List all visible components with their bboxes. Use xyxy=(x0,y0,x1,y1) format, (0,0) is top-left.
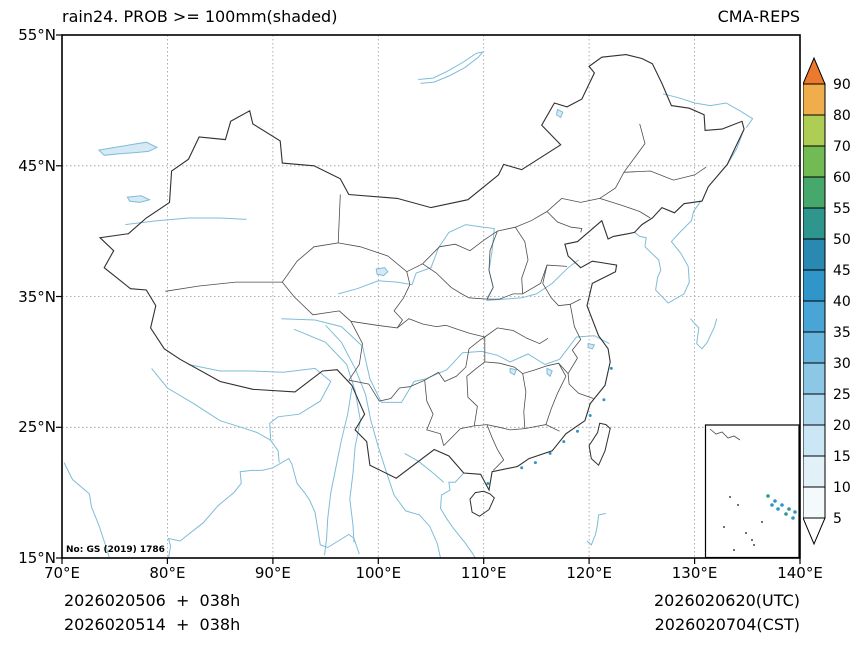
colorbar-svg: 90 80 70 60 55 50 45 40 35 30 25 20 15 10 5 xyxy=(802,56,851,546)
lon-tick-label: 140°E xyxy=(777,564,823,582)
colorbar-segment xyxy=(802,207,826,240)
colorbar-tick-label: 90 xyxy=(833,77,851,93)
colorbar-tick-label: 80 xyxy=(833,108,851,124)
colorbar-segment xyxy=(802,455,826,488)
lon-tick-label: 80°E xyxy=(149,564,186,582)
province-boundaries xyxy=(165,123,707,471)
colorbar-segment xyxy=(802,176,826,209)
colorbar-tick-label: 25 xyxy=(833,387,851,403)
lon-tick-label: 110°E xyxy=(460,564,507,582)
rivers-and-foreign-coasts xyxy=(63,51,754,559)
lat-tick-label: 35°N xyxy=(18,287,56,306)
china-outline xyxy=(98,54,745,492)
colorbar-bottom-arrow xyxy=(802,517,826,546)
lat-tick-label: 15°N xyxy=(18,549,56,567)
colorbar-segment xyxy=(802,238,826,271)
lakes xyxy=(97,108,596,378)
valid-time-cst: 2026020704(CST) xyxy=(654,615,800,634)
colorbar-segment xyxy=(802,145,826,178)
china-map xyxy=(56,34,801,564)
colorbar-tick-label: 70 xyxy=(833,139,851,155)
colorbar-segment xyxy=(802,486,826,519)
colorbar-tick-label: 15 xyxy=(833,449,851,465)
graticule xyxy=(62,35,800,558)
lat-tick-label: 45°N xyxy=(18,156,56,175)
init-time-cst-line: 2026020514 + 038h xyxy=(64,615,241,634)
model-name-label: CMA-REPS xyxy=(717,7,800,26)
colorbar-segment xyxy=(802,393,826,426)
lon-tick-label: 130°E xyxy=(671,564,718,582)
south-china-sea-inset xyxy=(704,424,800,559)
lon-tick-label: 70°E xyxy=(43,564,81,582)
colorbar-tick-label: 50 xyxy=(833,232,851,248)
map-plot-area: No: GS (2019) 1786 xyxy=(56,34,801,564)
plot-frame xyxy=(61,34,801,559)
colorbar-tick-label: 60 xyxy=(833,170,851,186)
colorbar-tick-label: 30 xyxy=(833,356,851,372)
colorbar-tick-label: 45 xyxy=(833,263,851,279)
colorbar-tick-label: 40 xyxy=(833,294,851,310)
lon-tick-label: 100°E xyxy=(355,564,402,582)
probability-shading xyxy=(486,366,613,485)
colorbar-tick-label: 20 xyxy=(833,418,851,434)
axis-ticks xyxy=(56,34,801,564)
colorbar-segment xyxy=(802,114,826,147)
colorbar-tick-label: 5 xyxy=(833,511,842,527)
init-time-utc-line: 2026020506 + 038h xyxy=(64,591,241,610)
lon-tick-label: 120°E xyxy=(566,564,612,582)
colorbar-tick-label: 35 xyxy=(833,325,851,341)
lat-tick-label: 55°N xyxy=(18,26,56,44)
colorbar-segment xyxy=(802,83,826,116)
lon-tick-label: 90°E xyxy=(254,564,291,582)
colorbar-segment xyxy=(802,269,826,302)
colorbar: 90 80 70 60 55 50 45 40 35 30 25 20 15 10 5 xyxy=(802,54,860,550)
plot-title: rain24. PROB >= 100mm(shaded) xyxy=(62,7,338,26)
colorbar-segment xyxy=(802,362,826,395)
colorbar-tick-label: 55 xyxy=(833,201,851,217)
lat-tick-label: 25°N xyxy=(18,418,56,437)
colorbar-segment xyxy=(802,331,826,364)
colorbar-segment xyxy=(802,424,826,457)
islands xyxy=(469,422,611,517)
colorbar-top-arrow xyxy=(802,56,826,85)
valid-time-utc: 2026020620(UTC) xyxy=(654,591,800,610)
colorbar-segment xyxy=(802,300,826,333)
map-license-note: No: GS (2019) 1786 xyxy=(66,545,165,555)
colorbar-tick-label: 10 xyxy=(833,480,851,496)
